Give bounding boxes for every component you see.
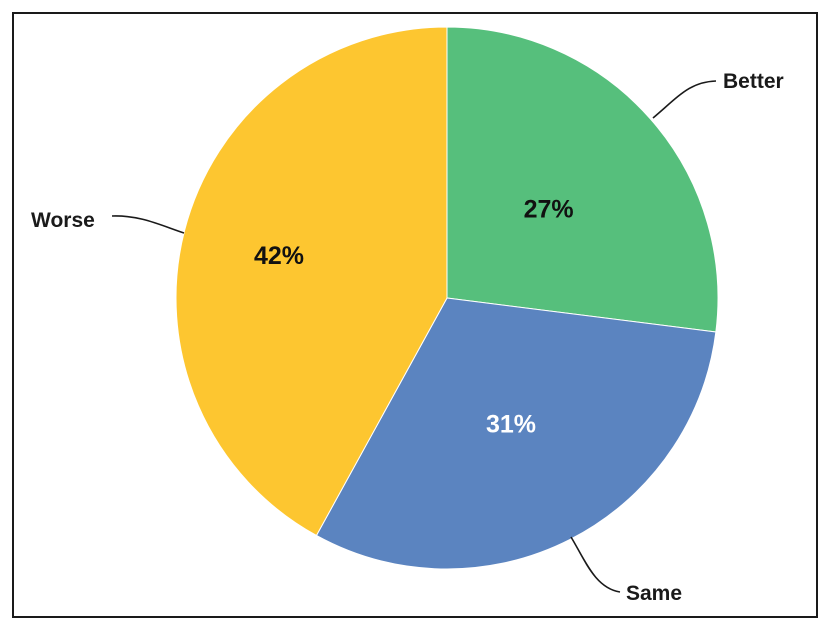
pie-slice-worse bbox=[175, 26, 448, 537]
leader-line-worse bbox=[111, 215, 185, 234]
category-label-same: Same bbox=[626, 582, 682, 605]
leader-lines bbox=[111, 80, 717, 593]
leader-line-same bbox=[570, 536, 621, 593]
category-label-better: Better bbox=[723, 70, 784, 93]
pie-slice-same bbox=[315, 297, 717, 570]
slice-value-label-better: 27% bbox=[524, 195, 574, 223]
slice-value-label-worse: 42% bbox=[254, 242, 304, 270]
pie-slice-better bbox=[446, 26, 719, 333]
slice-value-label-same: 31% bbox=[486, 411, 536, 439]
category-label-worse: Worse bbox=[31, 209, 95, 232]
leader-line-better bbox=[652, 80, 717, 119]
pie-slices bbox=[175, 26, 719, 570]
